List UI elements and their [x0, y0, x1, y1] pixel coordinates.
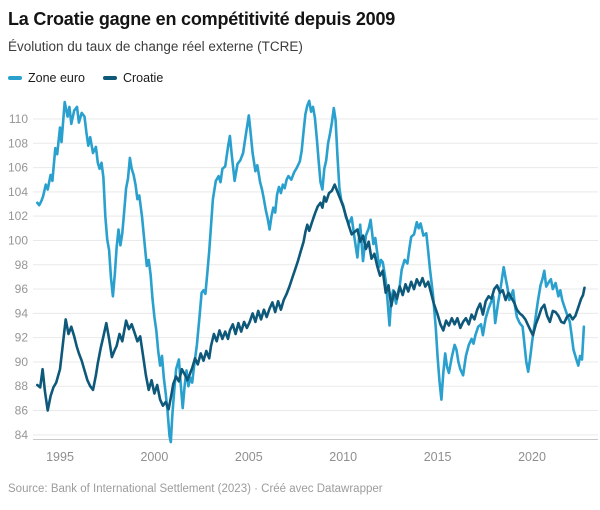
y-tick-label: 106 [8, 161, 28, 175]
y-tick-label: 100 [8, 233, 28, 247]
y-tick-label: 88 [15, 379, 29, 393]
y-tick-label: 98 [15, 258, 29, 272]
legend-item-croatie: Croatie [102, 71, 164, 85]
y-tick-label: 84 [15, 428, 29, 442]
line-chart[interactable]: 110 108 106 104 102 100 98 96 94 92 90 88 86 84 1995 20… [0, 87, 600, 479]
legend-label-zone-euro: Zone euro [28, 71, 85, 85]
y-tick-label: 96 [15, 282, 29, 296]
chart-subtitle: Évolution du taux de change réel externe… [8, 39, 303, 54]
legend-label-croatie: Croatie [122, 71, 164, 85]
legend-item-zone-euro: Zone euro [8, 71, 85, 85]
y-tick-label: 94 [15, 306, 29, 320]
x-tick-label: 1995 [46, 450, 74, 464]
legend-swatch-croatie-icon [102, 75, 117, 81]
x-tick-label: 2005 [235, 450, 263, 464]
chart-card: La Croatie gagne en compétitivité depuis… [0, 8, 600, 496]
y-tick-label: 90 [15, 355, 29, 369]
source-note: Source: Bank of International Settlement… [8, 483, 383, 495]
series-line-zone-euro [35, 99, 586, 444]
legend-swatch-zone-euro-icon [8, 75, 22, 81]
legend: Zone euro Croatie [8, 69, 592, 87]
x-tick-label: 2020 [518, 450, 546, 464]
y-tick-label: 104 [8, 185, 28, 199]
x-tick-label: 2010 [329, 450, 357, 464]
y-tick-label: 86 [15, 404, 29, 418]
chart-title: La Croatie gagne en compétitivité depuis… [8, 9, 396, 29]
x-tick-label: 2015 [424, 450, 452, 464]
y-tick-label: 108 [8, 136, 28, 150]
y-tick-label: 110 [9, 112, 28, 126]
y-tick-label: 102 [8, 209, 28, 223]
x-tick-label: 2000 [140, 450, 168, 464]
y-tick-label: 92 [15, 331, 29, 345]
series-line-croatie [35, 183, 586, 412]
